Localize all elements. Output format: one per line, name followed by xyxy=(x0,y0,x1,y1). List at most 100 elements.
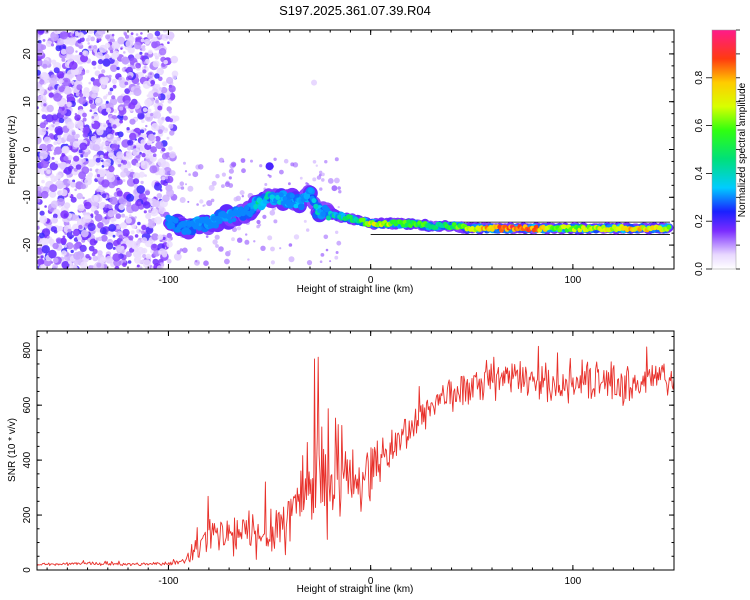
noise-blob xyxy=(149,165,158,174)
track-blob xyxy=(406,219,412,225)
noise-blob xyxy=(80,128,84,132)
noise-blob xyxy=(93,194,103,203)
noise-blob xyxy=(153,132,156,135)
noise-blob xyxy=(270,246,275,252)
noise-blob xyxy=(129,118,136,125)
noise-blob xyxy=(41,190,49,199)
track-blob xyxy=(360,217,366,223)
noise-blob xyxy=(154,182,162,191)
noise-blob xyxy=(247,258,250,261)
snr-x-axis: -100 0 100 xyxy=(46,331,675,587)
noise-blob xyxy=(140,230,145,235)
noise-blob xyxy=(215,174,220,179)
noise-blob xyxy=(142,254,147,259)
noise-blob xyxy=(45,114,54,123)
noise-blob xyxy=(72,140,80,148)
noise-blob xyxy=(250,159,253,163)
noise-blob xyxy=(241,168,246,174)
noise-blob xyxy=(123,51,126,54)
noise-blob xyxy=(41,131,46,136)
noise-blob xyxy=(106,173,116,183)
noise-blob xyxy=(177,185,181,190)
noise-blob xyxy=(325,248,329,252)
noise-blob xyxy=(56,138,62,144)
noise-blob xyxy=(260,245,266,251)
noise-blob xyxy=(71,131,76,136)
noise-blob xyxy=(331,185,338,192)
noise-blob xyxy=(147,49,153,55)
noise-blob xyxy=(232,227,237,233)
noise-blob xyxy=(215,244,219,248)
noise-blob xyxy=(41,245,50,254)
noise-blob xyxy=(112,124,117,129)
noise-blob xyxy=(163,59,168,65)
noise-blob xyxy=(111,95,116,100)
noise-blob xyxy=(80,183,87,190)
noise-blob xyxy=(265,162,274,171)
noise-blob xyxy=(90,213,94,217)
noise-blob xyxy=(335,251,339,254)
noise-blob xyxy=(162,194,170,203)
noise-blob xyxy=(96,128,104,136)
noise-blob xyxy=(236,226,241,231)
noise-blob xyxy=(158,87,163,91)
noise-blob xyxy=(77,204,85,212)
noise-blob xyxy=(125,150,132,157)
noise-blob xyxy=(75,31,79,35)
noise-blob xyxy=(105,242,114,250)
noise-blob xyxy=(90,36,95,42)
snr-frame xyxy=(36,330,675,571)
noise-blob xyxy=(136,264,140,268)
noise-blob xyxy=(80,54,88,63)
noise-blob xyxy=(311,79,318,86)
noise-blob xyxy=(324,160,328,164)
track-blob xyxy=(307,187,313,194)
noise-blob xyxy=(148,209,152,213)
track-blob xyxy=(226,214,231,220)
noise-blob xyxy=(319,260,323,264)
noise-blob xyxy=(105,100,109,104)
noise-blob xyxy=(335,230,339,234)
noise-blob xyxy=(104,152,108,156)
noise-blob xyxy=(90,135,97,142)
noise-blob xyxy=(240,158,246,163)
noise-blob xyxy=(37,127,42,136)
track-blob xyxy=(280,200,286,206)
noise-blob xyxy=(144,98,153,107)
noise-blob xyxy=(60,79,64,84)
noise-blob xyxy=(127,139,134,146)
noise-blob xyxy=(97,222,104,229)
noise-blob xyxy=(111,38,115,43)
noise-blob xyxy=(228,168,234,174)
track-blob xyxy=(293,203,299,209)
noise-blob xyxy=(143,201,151,209)
noise-blob xyxy=(327,178,334,184)
noise-blob xyxy=(99,256,106,263)
noise-blob xyxy=(256,224,260,229)
noise-blob xyxy=(169,151,176,159)
noise-blob xyxy=(132,148,140,156)
noise-blob xyxy=(273,219,278,224)
noise-blob xyxy=(37,198,41,203)
noise-blob xyxy=(127,146,132,151)
noise-blob xyxy=(162,30,167,33)
noise-blob xyxy=(37,65,41,70)
noise-blob xyxy=(96,262,102,268)
noise-blob xyxy=(45,127,49,130)
noise-blob xyxy=(80,261,88,269)
noise-blob xyxy=(62,235,66,239)
noise-blob xyxy=(88,245,95,252)
noise-blob xyxy=(112,136,121,146)
noise-blob xyxy=(120,47,123,50)
noise-blob xyxy=(73,155,80,162)
noise-blob xyxy=(94,210,99,216)
noise-blob xyxy=(130,32,134,36)
noise-blob xyxy=(166,76,174,85)
x-tick-label: -100 xyxy=(158,275,178,286)
noise-blob xyxy=(97,236,103,241)
noise-blob xyxy=(169,130,175,136)
noise-blob xyxy=(187,200,190,203)
noise-blob xyxy=(152,199,160,208)
noise-blob xyxy=(166,136,170,140)
